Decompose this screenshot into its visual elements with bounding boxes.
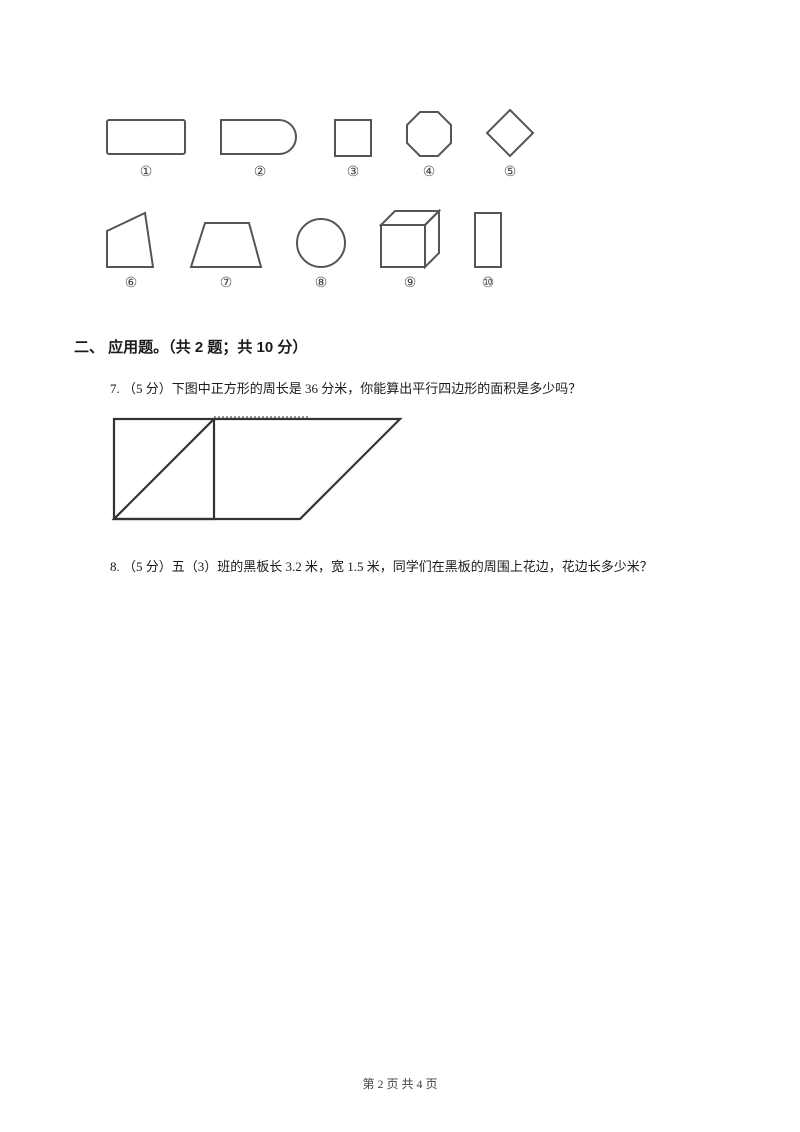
shape-number: ③ xyxy=(347,164,360,181)
shape-number: ⑩ xyxy=(482,275,495,292)
shapes-grid: ① ② ③ ④ xyxy=(105,108,625,320)
square-icon xyxy=(333,118,373,158)
shape-cell-5: ⑤ xyxy=(485,108,535,181)
shape-cell-3: ③ xyxy=(333,118,373,181)
trapezoid-icon xyxy=(189,221,263,269)
question-7-figure xyxy=(110,415,410,530)
tall-rectangle-icon xyxy=(473,211,503,269)
rectangle-icon xyxy=(105,118,187,158)
question-8-text: 8. （5 分）五（3）班的黑板长 3.2 米，宽 1.5 米，同学们在黑板的周… xyxy=(110,556,653,575)
shape-cell-8: ⑧ xyxy=(295,217,347,292)
page-footer: 第 2 页 共 4 页 xyxy=(0,1075,800,1092)
shape-number: ⑦ xyxy=(220,275,233,292)
shape-cell-1: ① xyxy=(105,118,187,181)
shape-cell-7: ⑦ xyxy=(189,221,263,292)
shapes-row-1: ① ② ③ ④ xyxy=(105,108,625,181)
shape-cell-6: ⑥ xyxy=(105,211,157,292)
rhombus-icon xyxy=(485,108,535,158)
shape-number: ⑧ xyxy=(315,275,328,292)
stadium-icon xyxy=(219,118,301,158)
shape-cell-2: ② xyxy=(219,118,301,181)
shape-cell-4: ④ xyxy=(405,110,453,181)
shape-cell-9: ⑨ xyxy=(379,209,441,292)
shape-number: ⑥ xyxy=(125,275,138,292)
circle-icon xyxy=(295,217,347,269)
shape-number: ② xyxy=(254,164,267,181)
parallelogram-square-icon xyxy=(110,415,410,530)
question-7-text: 7. （5 分）下图中正方形的周长是 36 分米，你能算出平行四边形的面积是多少… xyxy=(110,378,581,397)
section-heading: 二、 应用题。（共 2 题；共 10 分） xyxy=(74,336,307,357)
page: ① ② ③ ④ xyxy=(0,0,800,1132)
shape-cell-10: ⑩ xyxy=(473,211,503,292)
octagon-icon xyxy=(405,110,453,158)
shape-number: ① xyxy=(140,164,153,181)
shape-number: ⑨ xyxy=(404,275,417,292)
shape-number: ⑤ xyxy=(504,164,517,181)
shape-number: ④ xyxy=(423,164,436,181)
quadrilateral-icon xyxy=(105,211,157,269)
shapes-row-2: ⑥ ⑦ ⑧ xyxy=(105,209,625,292)
cube-icon xyxy=(379,209,441,269)
